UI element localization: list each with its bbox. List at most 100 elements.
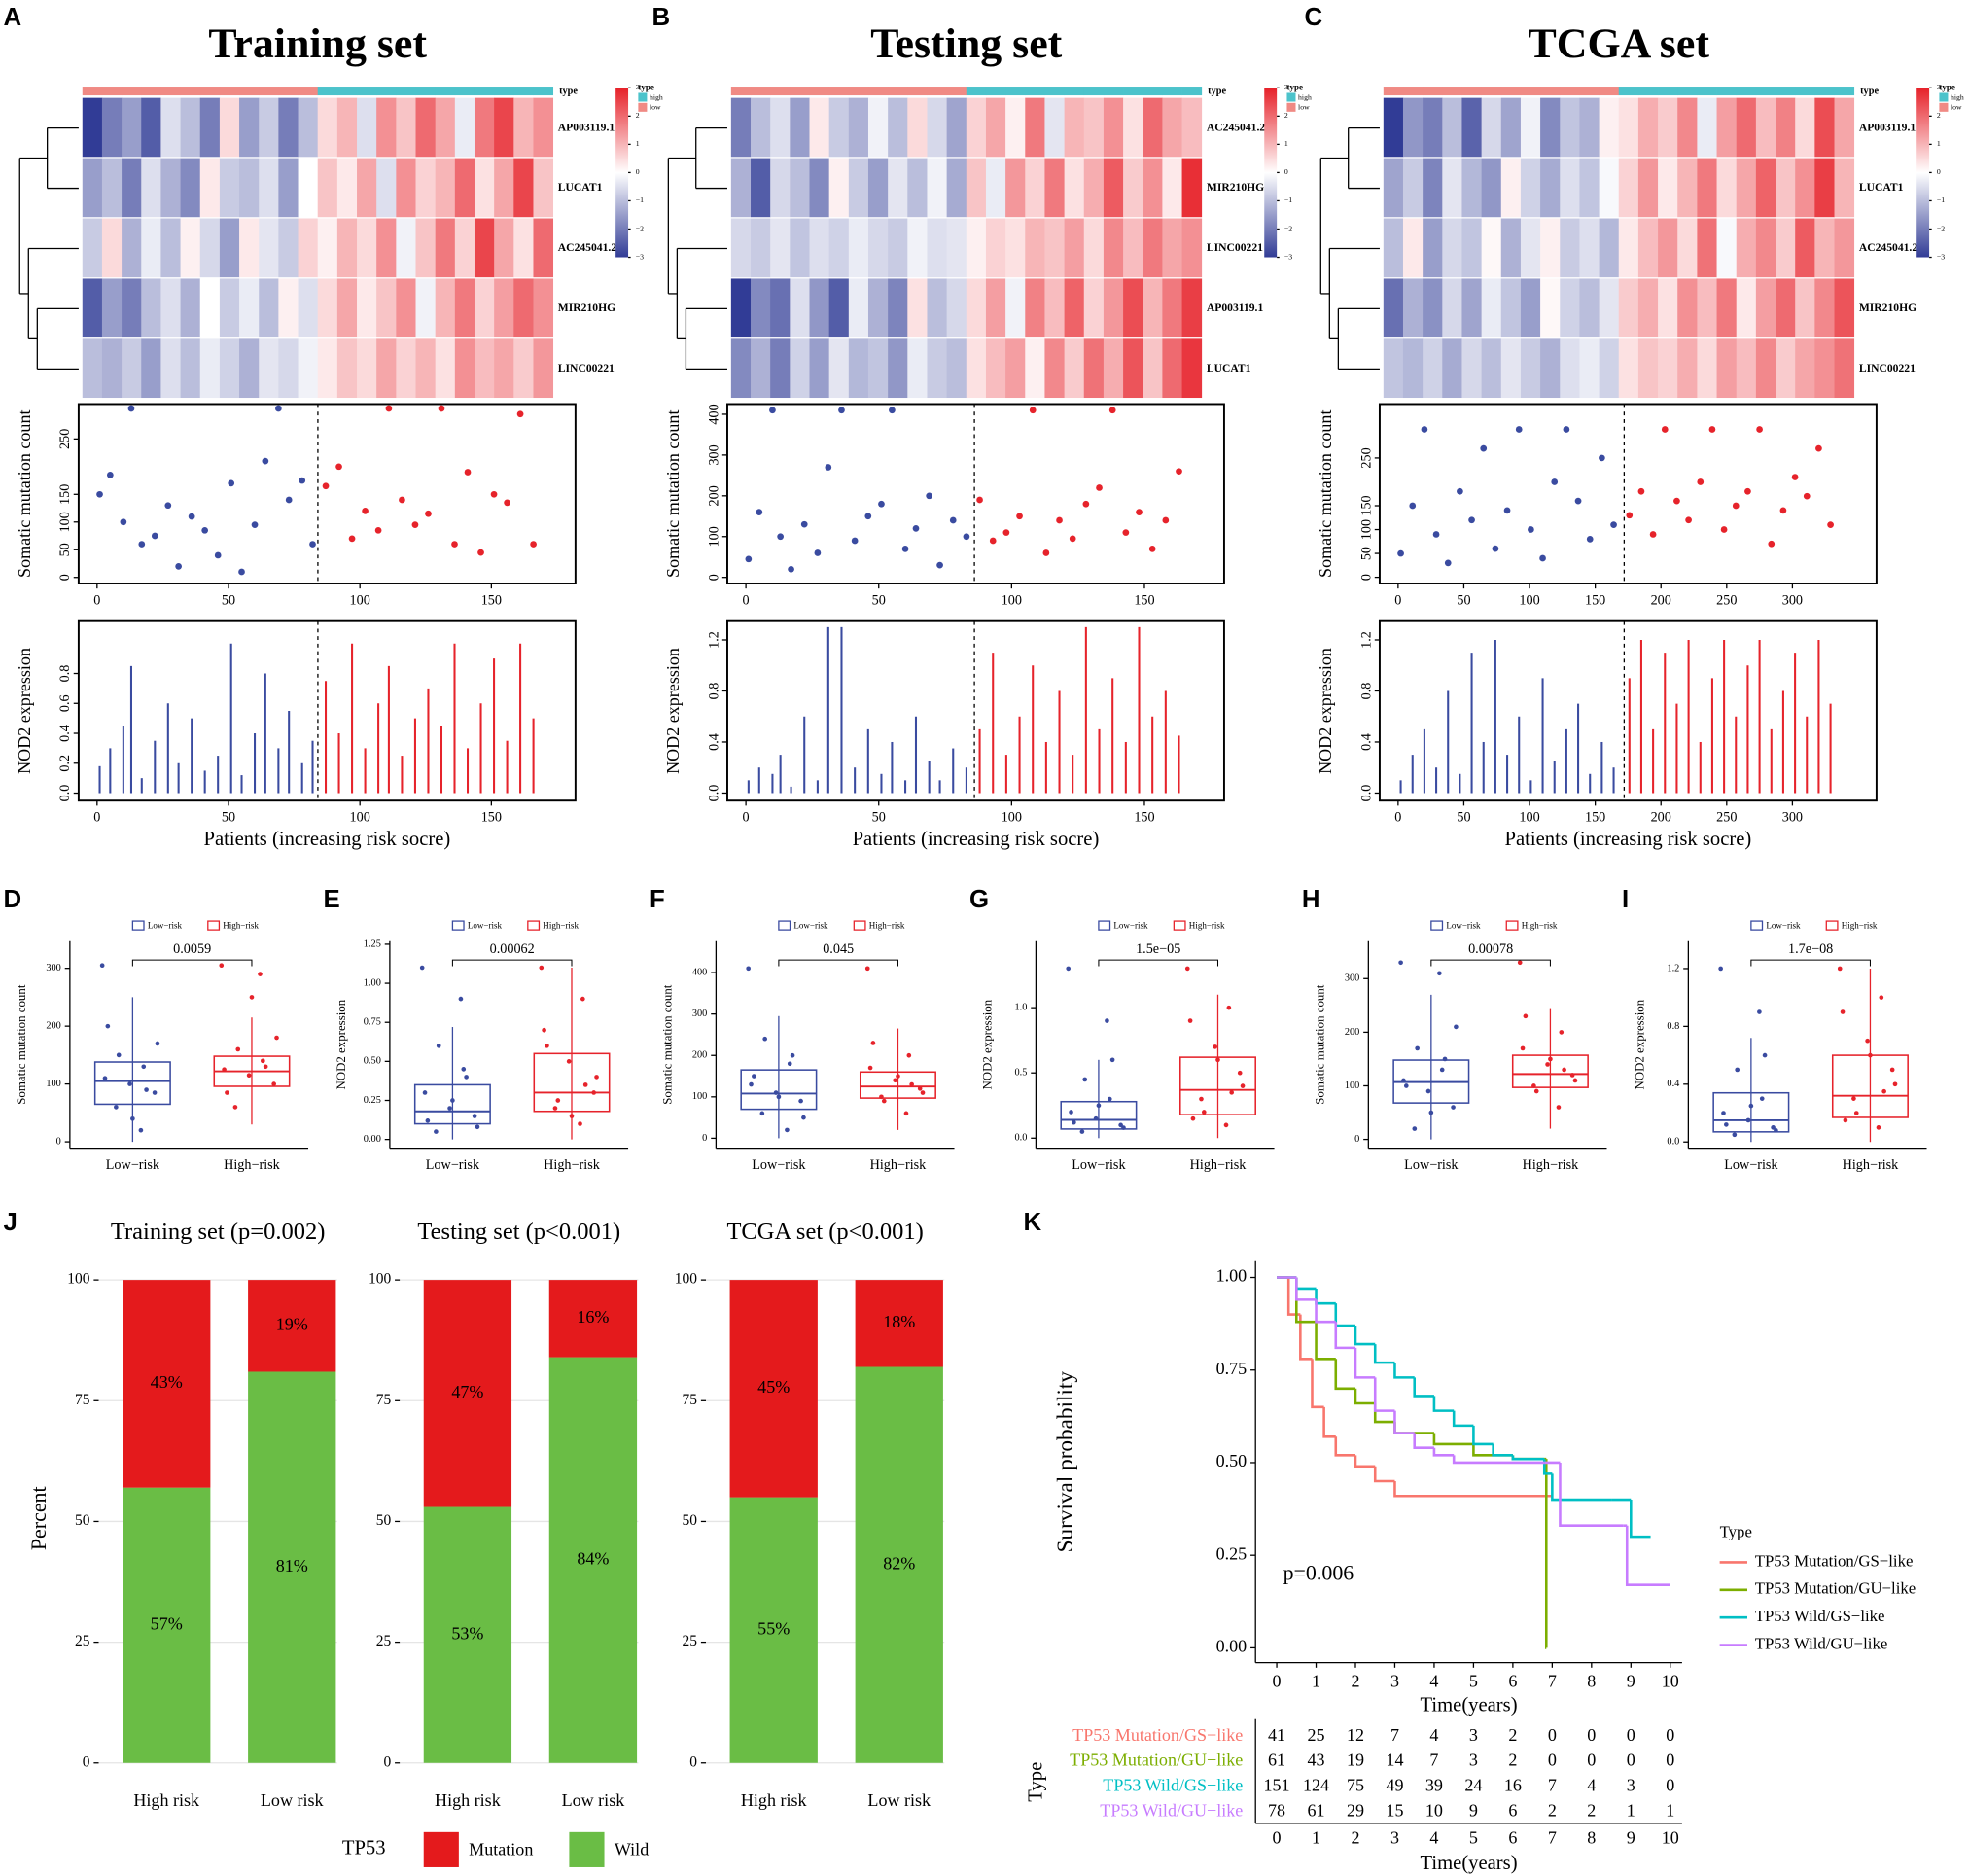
legend-label: Low−risk <box>148 920 183 930</box>
survival-step <box>1334 1303 1356 1327</box>
point <box>1779 507 1787 514</box>
y-tick-label: 0 <box>1354 1134 1359 1145</box>
point <box>838 407 845 414</box>
heat-cell <box>1776 218 1796 278</box>
risk-count: 2 <box>1548 1800 1557 1820</box>
point <box>362 508 369 514</box>
heat-cell <box>357 278 377 338</box>
value-label: 82% <box>883 1553 915 1573</box>
y-tick-label: 1.2 <box>1358 631 1374 649</box>
plot-frame <box>726 619 1225 802</box>
risk-count: 29 <box>1347 1800 1364 1820</box>
legend-title: TP53 <box>342 1838 386 1859</box>
y-axis-label: NOD2 expression <box>334 999 348 1089</box>
heat-cell <box>927 218 948 278</box>
point <box>1016 513 1023 520</box>
annotation-cell <box>1025 87 1045 96</box>
point <box>906 1052 912 1058</box>
point <box>769 407 776 414</box>
point <box>188 513 195 520</box>
colorbar-label: −1 <box>1284 195 1292 204</box>
heat-cell <box>1481 97 1502 158</box>
x-tick-label: 0 <box>93 592 100 608</box>
y-tick-label: 200 <box>706 485 721 506</box>
bar-segment <box>248 1371 336 1763</box>
heat-cell <box>336 218 358 278</box>
y-tick-label: 1.00 <box>364 977 381 988</box>
point <box>1803 492 1811 500</box>
p-bracket <box>778 959 898 967</box>
bar-segment <box>423 1280 512 1507</box>
legend-label: Low−risk <box>1113 920 1148 930</box>
y-axis-label: NOD2 expression <box>980 999 994 1089</box>
point <box>1093 1115 1099 1121</box>
heat-cell <box>82 97 103 158</box>
y-axis-label: NOD2 expression <box>1316 648 1335 774</box>
risk-count: 124 <box>1303 1776 1329 1795</box>
heat-cell <box>907 278 928 338</box>
heat-cell <box>278 97 299 158</box>
point <box>477 549 484 556</box>
point <box>1401 1078 1406 1083</box>
survival-step <box>1295 1277 1317 1301</box>
point <box>1569 1073 1575 1078</box>
heat-cell <box>160 97 181 158</box>
annotation-cell <box>1637 87 1659 96</box>
y-tick-label: 75 <box>376 1392 392 1408</box>
point <box>1148 545 1156 552</box>
point <box>228 479 235 487</box>
heat-cell <box>259 338 279 399</box>
point <box>851 537 859 545</box>
point <box>335 463 342 471</box>
x-tick-label: 0 <box>93 810 100 826</box>
point <box>1551 478 1559 485</box>
legend-title: type <box>1208 87 1226 97</box>
point <box>1454 1024 1459 1030</box>
heat-cell <box>1795 278 1815 338</box>
heat-cell <box>1383 278 1404 338</box>
legend-label: high <box>1298 92 1312 101</box>
point <box>1548 1056 1553 1062</box>
heat-cell <box>1143 158 1163 218</box>
heat-cell <box>1025 97 1045 158</box>
point <box>1029 407 1037 414</box>
heat-cell <box>298 278 319 338</box>
x-tick-label: 50 <box>872 592 886 608</box>
heat-cell <box>1560 97 1580 158</box>
point <box>130 1115 135 1121</box>
point <box>419 965 425 971</box>
heat-cell <box>1579 278 1600 338</box>
heat-cell <box>1814 218 1835 278</box>
heat-cell <box>357 218 377 278</box>
heat-cell <box>1423 338 1443 399</box>
heat-cell <box>513 97 534 158</box>
point <box>225 1090 229 1095</box>
heat-cell <box>141 97 161 158</box>
heat-cell <box>1461 278 1483 338</box>
heat-cell <box>946 278 967 338</box>
point <box>749 1081 754 1087</box>
heat-cell <box>454 338 475 399</box>
point <box>271 1081 276 1086</box>
y-tick-label: 0.50 <box>1216 1451 1248 1470</box>
survival-step <box>1354 1326 1376 1346</box>
y-tick-label: 100 <box>706 526 721 547</box>
x-tick-label: 5 <box>1469 1671 1478 1690</box>
point <box>144 1087 149 1092</box>
y-tick-label: 0.4 <box>706 733 721 751</box>
point <box>1637 487 1645 495</box>
box <box>1060 1100 1138 1130</box>
point <box>1451 1105 1456 1110</box>
heat-cell <box>1520 97 1541 158</box>
risk-count: 43 <box>1308 1751 1325 1770</box>
annotation-cell <box>1103 87 1124 96</box>
heat-cell <box>239 278 260 338</box>
point <box>1199 1096 1204 1102</box>
annotation-cell <box>848 87 869 96</box>
heat-cell <box>454 97 475 158</box>
heat-cell <box>1795 218 1815 278</box>
x-axis-label: Patients (increasing risk socre) <box>204 829 451 850</box>
heat-cell <box>141 158 161 218</box>
point <box>1072 1119 1076 1125</box>
plot-frame <box>77 619 577 802</box>
